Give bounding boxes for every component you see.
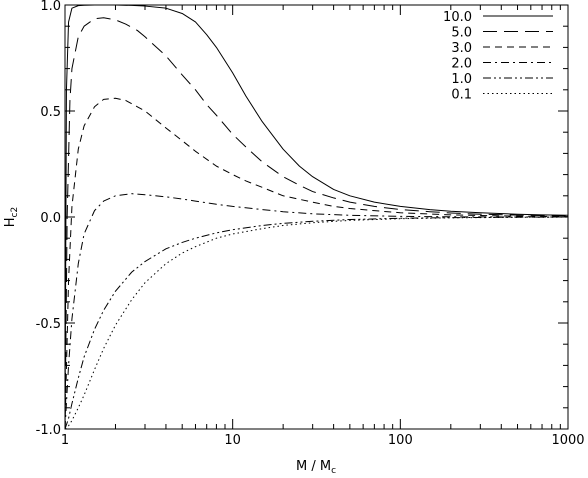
legend-label: 0.1	[451, 88, 472, 103]
series-layer	[64, 4, 569, 430]
y-tick-label: 0.0	[40, 211, 61, 226]
legend: 10.05.03.02.01.00.1	[443, 10, 553, 103]
x-axis-label-subscript: c	[331, 466, 336, 476]
x-tick-label: 100	[388, 433, 413, 448]
legend-label: 3.0	[451, 41, 472, 56]
series-line-2-0	[64, 193, 568, 430]
x-tick-label: 10	[224, 433, 241, 448]
legend-label: 10.0	[443, 10, 472, 25]
x-tick-label: 1000	[551, 433, 584, 448]
y-tick-label: -1.0	[36, 423, 61, 438]
legend-label: 5.0	[451, 26, 472, 41]
legend-label: 2.0	[451, 57, 472, 72]
y-axis-label-main: H	[3, 217, 18, 227]
legend-label: 1.0	[451, 72, 472, 87]
series-line-10-0	[64, 4, 569, 430]
plot-frame	[64, 4, 569, 430]
x-tick-label: 1	[61, 433, 69, 448]
y-axis-label: Hc2	[3, 207, 20, 227]
y-tick-label: -0.5	[36, 317, 61, 332]
series-line-1-0	[64, 216, 569, 430]
y-tick-label: 0.5	[40, 105, 61, 120]
y-tick-label: 1.0	[40, 0, 61, 14]
series-line-0-1	[64, 216, 569, 430]
x-axis-label: M / Mc	[296, 459, 336, 476]
series-line-3-0	[64, 97, 569, 430]
axis-ticks: 1 10 100 1000 -1.0 -0.5 0.0 0.5 1.0	[36, 0, 585, 448]
y-axis-label-subscript: c2	[10, 207, 20, 218]
series-line-5-0	[64, 17, 569, 430]
x-axis-label-main: M / M	[296, 459, 331, 474]
